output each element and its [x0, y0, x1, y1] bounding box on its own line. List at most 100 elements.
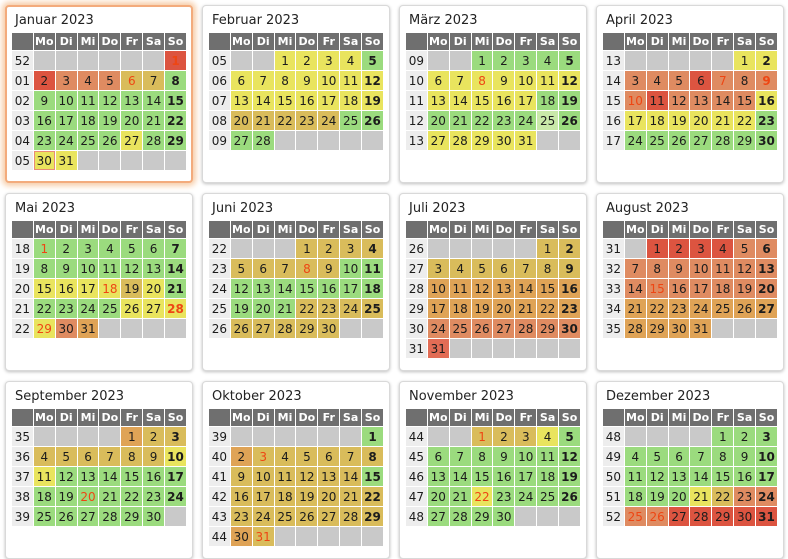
day-cell-mai-6[interactable]: 6	[143, 239, 165, 258]
day-cell-november-15[interactable]: 15	[471, 467, 493, 486]
day-cell-maerz-9[interactable]: 9	[493, 71, 515, 90]
day-cell-april-17[interactable]: 17	[624, 111, 646, 130]
day-cell-september-6[interactable]: 6	[77, 447, 99, 466]
day-cell-mai-16[interactable]: 16	[55, 279, 77, 298]
day-cell-april-14[interactable]: 14	[712, 91, 734, 110]
day-cell-juli-28[interactable]: 28	[515, 319, 537, 338]
day-cell-februar-1[interactable]: 1	[274, 51, 296, 70]
day-cell-juni-8[interactable]: 8	[296, 259, 318, 278]
day-cell-januar-5[interactable]: 5	[99, 71, 121, 90]
day-cell-april-18[interactable]: 18	[646, 111, 668, 130]
day-cell-juli-25[interactable]: 25	[449, 319, 471, 338]
day-cell-juni-22[interactable]: 22	[296, 299, 318, 318]
day-cell-juni-18[interactable]: 18	[362, 279, 383, 298]
day-cell-november-5[interactable]: 5	[559, 427, 580, 446]
day-cell-september-26[interactable]: 26	[55, 507, 77, 526]
day-cell-mai-9[interactable]: 9	[55, 259, 77, 278]
day-cell-juni-26[interactable]: 26	[230, 319, 252, 338]
day-cell-mai-10[interactable]: 10	[77, 259, 99, 278]
day-cell-september-24[interactable]: 24	[165, 487, 186, 506]
day-cell-juli-9[interactable]: 9	[559, 259, 580, 278]
day-cell-mai-28[interactable]: 28	[165, 299, 186, 318]
day-cell-maerz-11[interactable]: 11	[537, 71, 559, 90]
day-cell-juni-15[interactable]: 15	[296, 279, 318, 298]
day-cell-dezember-17[interactable]: 17	[756, 467, 777, 486]
day-cell-juli-20[interactable]: 20	[493, 299, 515, 318]
day-cell-mai-23[interactable]: 23	[55, 299, 77, 318]
day-cell-februar-11[interactable]: 11	[340, 71, 362, 90]
day-cell-februar-4[interactable]: 4	[340, 51, 362, 70]
day-cell-oktober-17[interactable]: 17	[252, 487, 274, 506]
day-cell-oktober-21[interactable]: 21	[340, 487, 362, 506]
day-cell-april-21[interactable]: 21	[712, 111, 734, 130]
day-cell-juli-7[interactable]: 7	[515, 259, 537, 278]
day-cell-maerz-28[interactable]: 28	[449, 131, 471, 150]
day-cell-maerz-12[interactable]: 12	[559, 71, 580, 90]
day-cell-august-30[interactable]: 30	[668, 319, 690, 338]
day-cell-juni-28[interactable]: 28	[274, 319, 296, 338]
day-cell-september-11[interactable]: 11	[33, 467, 55, 486]
day-cell-oktober-24[interactable]: 24	[252, 507, 274, 526]
day-cell-mai-18[interactable]: 18	[99, 279, 121, 298]
day-cell-oktober-6[interactable]: 6	[318, 447, 340, 466]
day-cell-august-6[interactable]: 6	[756, 239, 777, 258]
day-cell-dezember-6[interactable]: 6	[668, 447, 690, 466]
day-cell-mai-5[interactable]: 5	[121, 239, 143, 258]
day-cell-november-19[interactable]: 19	[559, 467, 580, 486]
day-cell-januar-24[interactable]: 24	[55, 131, 77, 150]
day-cell-februar-19[interactable]: 19	[362, 91, 383, 110]
day-cell-april-12[interactable]: 12	[668, 91, 690, 110]
day-cell-januar-11[interactable]: 11	[77, 91, 99, 110]
day-cell-april-26[interactable]: 26	[668, 131, 690, 150]
day-cell-februar-9[interactable]: 9	[296, 71, 318, 90]
day-cell-august-24[interactable]: 24	[690, 299, 712, 318]
day-cell-juli-15[interactable]: 15	[537, 279, 559, 298]
day-cell-mai-25[interactable]: 25	[99, 299, 121, 318]
day-cell-november-10[interactable]: 10	[515, 447, 537, 466]
day-cell-juli-2[interactable]: 2	[559, 239, 580, 258]
day-cell-august-22[interactable]: 22	[646, 299, 668, 318]
day-cell-april-8[interactable]: 8	[734, 71, 756, 90]
day-cell-februar-26[interactable]: 26	[362, 111, 383, 130]
day-cell-september-20[interactable]: 20	[77, 487, 99, 506]
day-cell-september-17[interactable]: 17	[165, 467, 186, 486]
day-cell-august-29[interactable]: 29	[646, 319, 668, 338]
day-cell-april-30[interactable]: 30	[756, 131, 777, 150]
day-cell-august-8[interactable]: 8	[646, 259, 668, 278]
day-cell-juli-5[interactable]: 5	[471, 259, 493, 278]
day-cell-januar-3[interactable]: 3	[55, 71, 77, 90]
day-cell-september-1[interactable]: 1	[121, 427, 143, 446]
day-cell-mai-20[interactable]: 20	[143, 279, 165, 298]
day-cell-oktober-26[interactable]: 26	[296, 507, 318, 526]
day-cell-august-23[interactable]: 23	[668, 299, 690, 318]
day-cell-november-20[interactable]: 20	[427, 487, 449, 506]
day-cell-september-18[interactable]: 18	[33, 487, 55, 506]
day-cell-juni-29[interactable]: 29	[296, 319, 318, 338]
day-cell-juni-3[interactable]: 3	[340, 239, 362, 258]
day-cell-maerz-15[interactable]: 15	[471, 91, 493, 110]
day-cell-februar-28[interactable]: 28	[252, 131, 274, 150]
day-cell-dezember-24[interactable]: 24	[756, 487, 777, 506]
day-cell-dezember-18[interactable]: 18	[624, 487, 646, 506]
day-cell-oktober-19[interactable]: 19	[296, 487, 318, 506]
day-cell-mai-15[interactable]: 15	[33, 279, 55, 298]
day-cell-november-26[interactable]: 26	[559, 487, 580, 506]
day-cell-oktober-15[interactable]: 15	[362, 467, 383, 486]
day-cell-dezember-16[interactable]: 16	[734, 467, 756, 486]
day-cell-oktober-20[interactable]: 20	[318, 487, 340, 506]
day-cell-april-22[interactable]: 22	[734, 111, 756, 130]
day-cell-maerz-26[interactable]: 26	[559, 111, 580, 130]
day-cell-april-4[interactable]: 4	[646, 71, 668, 90]
day-cell-mai-21[interactable]: 21	[165, 279, 186, 298]
day-cell-august-1[interactable]: 1	[646, 239, 668, 258]
day-cell-juni-2[interactable]: 2	[318, 239, 340, 258]
day-cell-april-1[interactable]: 1	[734, 51, 756, 70]
day-cell-januar-17[interactable]: 17	[55, 111, 77, 130]
day-cell-juli-19[interactable]: 19	[471, 299, 493, 318]
day-cell-juli-30[interactable]: 30	[559, 319, 580, 338]
day-cell-juni-20[interactable]: 20	[252, 299, 274, 318]
day-cell-januar-7[interactable]: 7	[143, 71, 165, 90]
day-cell-februar-25[interactable]: 25	[340, 111, 362, 130]
day-cell-november-24[interactable]: 24	[515, 487, 537, 506]
day-cell-februar-14[interactable]: 14	[252, 91, 274, 110]
